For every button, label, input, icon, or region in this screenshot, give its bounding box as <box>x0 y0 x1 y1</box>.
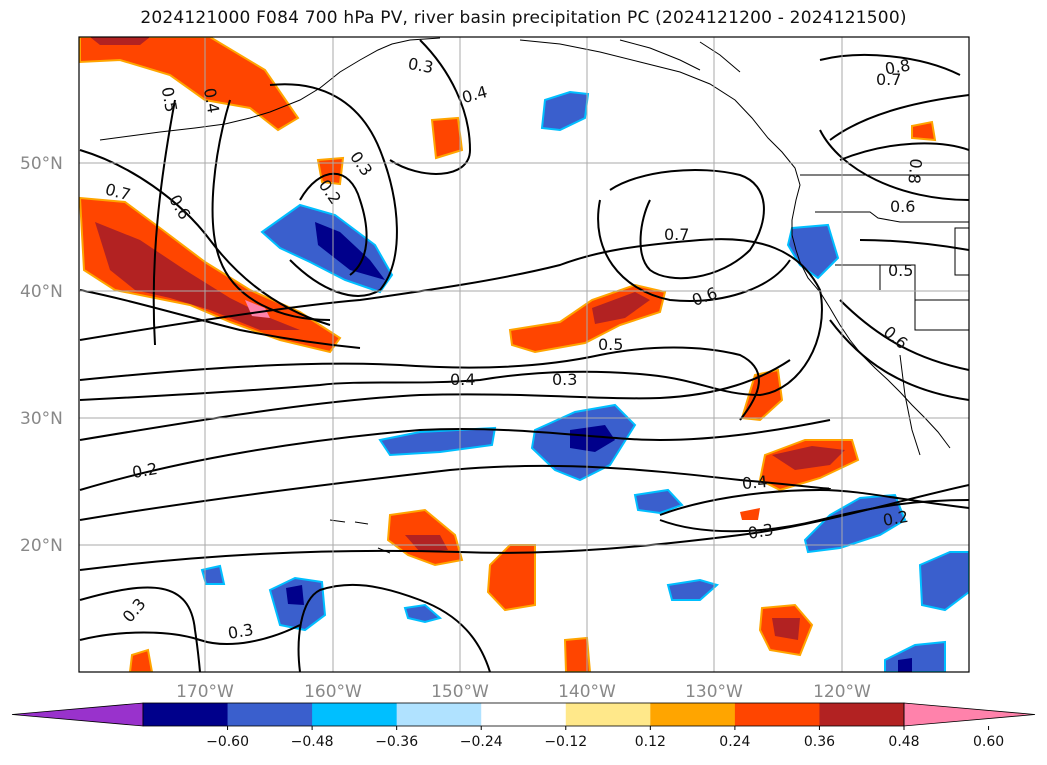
colorbar-extend-low <box>11 702 144 727</box>
lon-label: 170°W <box>176 682 234 702</box>
latitude-labels: 50°N 40°N 30°N 20°N <box>20 154 63 556</box>
contour-label: 0.6 <box>890 197 915 216</box>
contour-label: 0.4 <box>741 472 768 493</box>
contour-label: 0.7 <box>664 225 689 244</box>
lat-label: 30°N <box>20 409 63 429</box>
map-title: 2024121000 F084 700 hPa PV, river basin … <box>140 8 907 28</box>
colorbar-segment <box>312 703 398 726</box>
lat-label: 40°N <box>20 282 63 302</box>
colorbar-segment <box>819 703 905 726</box>
contour-label: 0.8 <box>883 55 911 78</box>
lat-label: 20°N <box>20 536 63 556</box>
colorbar-segment <box>396 703 482 726</box>
colorbar-segment <box>227 703 313 726</box>
contour-label: 0.4 <box>450 370 475 389</box>
contour-label: 0.3 <box>746 520 774 543</box>
lon-label: 140°W <box>558 682 616 702</box>
colorbar-segment <box>650 703 736 726</box>
contour-label: 0.7 <box>876 70 901 89</box>
gridlines <box>79 37 969 672</box>
colorbar: −0.60 −0.48 −0.36 −0.24 −0.12 0.12 0.24 0.36 0.4… <box>11 702 1036 750</box>
contour-label: 0.8 <box>904 158 925 185</box>
colorbar-tick-label: −0.36 <box>375 734 418 750</box>
colorbar-tick-label: 0.36 <box>804 734 835 750</box>
colorbar-tick-label: 0.60 <box>973 734 1004 750</box>
colorbar-outline <box>142 702 905 727</box>
contour-label: 0.2 <box>131 459 159 482</box>
contour-label: 0.3 <box>552 370 577 389</box>
colorbar-segment <box>481 703 567 726</box>
colorbar-segment <box>565 703 651 726</box>
lon-label: 160°W <box>304 682 362 702</box>
colorbar-tick-label: 0.12 <box>635 734 666 750</box>
lon-label: 130°W <box>685 682 743 702</box>
colorbar-tick-label: −0.12 <box>544 734 587 750</box>
colorbar-tick-label: −0.24 <box>460 734 503 750</box>
plot-frame <box>78 36 970 673</box>
lon-label: 150°W <box>431 682 489 702</box>
contour-label: 0.5 <box>598 335 623 354</box>
lat-label: 50°N <box>20 154 63 174</box>
lon-label: 120°W <box>813 682 871 702</box>
contour-label: 0.5 <box>888 261 913 280</box>
contour-label: 0.4 <box>200 86 223 114</box>
coastlines <box>99 37 969 554</box>
longitude-labels: 170°W 160°W 150°W 140°W 130°W 120°W <box>176 682 871 702</box>
contour-label: 0.2 <box>881 507 909 530</box>
colorbar-tick-label: −0.48 <box>291 734 334 750</box>
colorbar-segment <box>734 703 820 726</box>
precip-shading <box>79 37 969 672</box>
pv-contours <box>79 39 969 672</box>
colorbar-tick-label: 0.24 <box>719 734 750 750</box>
colorbar-segment <box>143 703 229 726</box>
colorbar-extend-high <box>903 702 1036 727</box>
colorbar-tick-label: −0.60 <box>206 734 249 750</box>
contour-label: 0.3 <box>226 620 254 643</box>
contour-label: 0.5 <box>158 85 181 113</box>
contour-label: 0.3 <box>407 54 435 77</box>
colorbar-tick-label: 0.48 <box>888 734 919 750</box>
